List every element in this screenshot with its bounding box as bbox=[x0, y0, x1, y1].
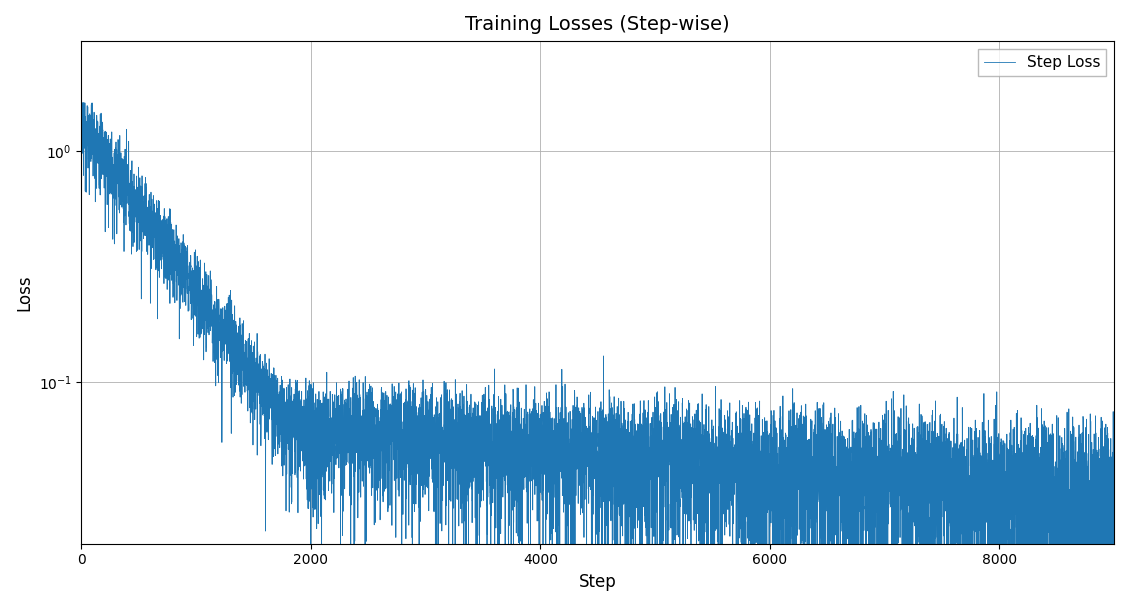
Step Loss bbox=[76, 99, 89, 107]
Legend: Step Loss: Step Loss bbox=[978, 48, 1106, 76]
Step Loss bbox=[1108, 569, 1121, 576]
X-axis label: Step: Step bbox=[579, 573, 616, 591]
Step Loss bbox=[721, 457, 735, 464]
Step Loss bbox=[351, 514, 365, 521]
Step Loss bbox=[134, 193, 148, 201]
Step Loss bbox=[1091, 569, 1104, 576]
Line: Step Loss: Step Loss bbox=[81, 103, 1114, 573]
Step Loss bbox=[707, 435, 720, 442]
Title: Training Losses (Step-wise): Training Losses (Step-wise) bbox=[465, 15, 730, 34]
Y-axis label: Loss: Loss bbox=[15, 274, 33, 311]
Step Loss bbox=[890, 459, 903, 466]
Step Loss bbox=[75, 122, 88, 129]
Step Loss bbox=[304, 569, 317, 576]
